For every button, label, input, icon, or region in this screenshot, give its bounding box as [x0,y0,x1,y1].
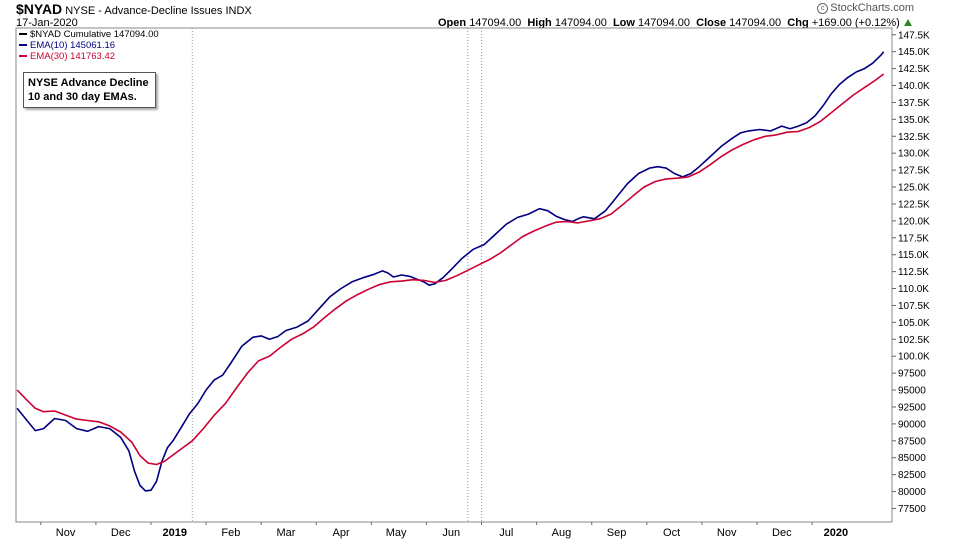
x-tick-label: Aug [552,527,572,539]
y-tick-label: 85000 [898,453,926,464]
close-label: Close [696,17,727,29]
low-value: 147094.00 [638,17,691,29]
y-tick-label: 115.0K [898,250,929,261]
y-tick-label: 120.0K [898,216,930,227]
x-tick-label: Mar [276,527,295,539]
copyright-icon: c [817,3,829,14]
y-tick-label: 122.5K [898,199,930,210]
plot-area [15,27,893,523]
y-tick-label: 95000 [898,386,926,397]
y-tick-label: 87500 [898,436,926,447]
exchange-label: INDX [225,5,252,17]
x-tick-label: Dec [111,527,131,539]
y-tick-label: 110.0K [898,284,929,295]
y-tick-label: 127.5K [898,166,930,177]
x-tick-label: Nov [56,527,76,539]
open-value: 147094.00 [469,17,522,29]
y-tick-label: 82500 [898,470,926,481]
annotation-line-1: NYSE Advance Decline [28,77,149,89]
watermark-text: StockCharts.com [830,2,914,14]
y-tick-label: 135.0K [898,115,930,126]
date-label: 17-Jan-2020 [16,17,78,29]
x-tick-label: Jun [442,527,460,539]
legend-entry: EMA(10) 145061.16 [30,40,115,51]
y-tick-label: 77500 [898,504,926,515]
x-tick-label: 2019 [163,527,187,539]
x-tick-label: Nov [717,527,737,539]
y-tick-label: 137.5K [898,98,930,109]
watermark: c StockCharts.com [817,2,914,14]
ohlc-readout: Open 147094.00 High 147094.00 Low 147094… [438,17,912,29]
y-tick-label: 142.5K [898,64,930,75]
y-tick-label: 117.5K [898,233,929,244]
x-tick-label: 2020 [824,527,848,539]
annotation-line-2: 10 and 30 day EMAs. [28,91,137,103]
low-label: Low [612,17,635,29]
symbol-label: $NYAD [16,1,63,17]
close-value: 147094.00 [729,17,782,29]
y-tick-label: 90000 [898,419,926,430]
legend-entry: EMA(30) 141763.42 [30,51,115,62]
y-tick-label: 130.0K [898,149,930,160]
series-line-ema30 [16,73,885,466]
y-tick-label: 112.5K [898,267,929,278]
y-tick-label: 100.0K [898,352,930,363]
high-label: High [527,17,552,29]
x-tick-label: Feb [221,527,240,539]
y-tick-label: 140.0K [898,81,930,92]
y-tick-label: 125.0K [898,183,930,194]
y-tick-label: 132.5K [898,132,930,143]
series-line-ema10 [16,51,885,492]
y-tick-label: 102.5K [898,335,930,346]
chart-header-title: $NYAD NYSE - Advance-Decline Issues INDX [16,1,252,17]
y-tick-label: 80000 [898,487,926,498]
y-tick-label: 105.0K [898,318,930,329]
legend-entry: $NYAD Cumulative 147094.00 [30,29,159,40]
x-tick-label: Sep [607,527,627,539]
y-tick-label: 147.5K [898,30,930,41]
x-tick-label: Dec [772,527,792,539]
x-tick-label: May [386,527,407,539]
x-tick-label: Jul [499,527,513,539]
y-tick-label: 107.5K [898,301,930,312]
y-tick-label: 92500 [898,402,926,413]
y-tick-label: 97500 [898,369,926,380]
up-arrow-icon [903,19,912,26]
open-label: Open [438,17,467,29]
annotation-box: NYSE Advance Decline 10 and 30 day EMAs. [23,72,156,108]
x-tick-label: Oct [663,527,680,539]
y-tick-label: 145.0K [898,47,930,58]
chg-label: Chg [787,17,809,29]
chg-value: +169.00 (+0.12%) [811,17,900,29]
high-value: 147094.00 [554,17,607,29]
symbol-description: NYSE - Advance-Decline Issues [65,5,223,17]
x-tick-label: Apr [332,527,349,539]
